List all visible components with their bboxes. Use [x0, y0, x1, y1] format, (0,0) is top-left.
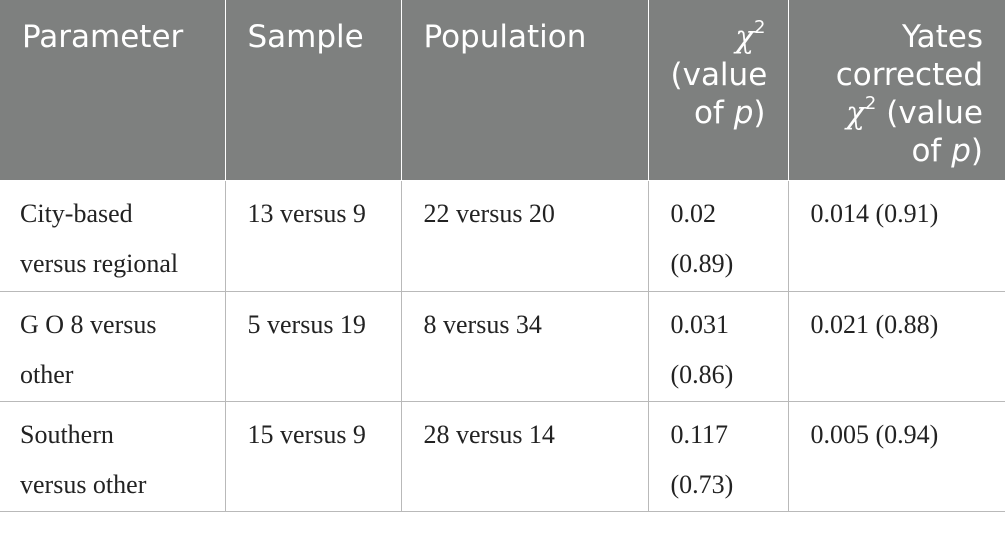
header-chi-square: χ2 (value of p) [648, 0, 789, 181]
parameter-line1: Southern [20, 420, 114, 449]
yates-chi-symbol: χ [846, 95, 865, 131]
parameter-line2: versus other [20, 470, 147, 499]
chi-p-value: (0.73) [670, 470, 734, 499]
cell-yates: 0.005 (0.94) [788, 401, 1005, 512]
table-row: Southern versus other 15 versus 9 28 vers… [0, 401, 1005, 512]
header-sample-label: Sample [247, 19, 364, 55]
parameter-line2: other [20, 360, 74, 389]
chi-value: 0.02 [670, 199, 717, 228]
yates-chi-exponent: 2 [864, 93, 877, 114]
yates-header-line2: corrected [835, 57, 983, 93]
comparison-table: Parameter Sample Population χ2 (value of… [0, 0, 1005, 512]
cell-sample: 5 versus 19 [225, 291, 402, 402]
yates-header-line1: Yates [901, 19, 983, 55]
header-parameter: Parameter [0, 0, 226, 181]
chi-value: 0.031 [670, 310, 730, 339]
cell-parameter: G O 8 versus other [0, 291, 226, 402]
cell-chi-square: 0.031 (0.86) [648, 291, 789, 402]
yates-header-line4-post: ) [970, 133, 983, 169]
chi-value: 0.117 [670, 420, 729, 449]
chi-exponent: 2 [754, 17, 766, 38]
header-row: Parameter Sample Population χ2 (value of… [0, 0, 1005, 181]
header-parameter-label: Parameter [22, 19, 184, 55]
cell-chi-square: 0.02 (0.89) [648, 180, 789, 292]
table-row: G O 8 versus other 5 versus 19 8 versus 3… [0, 291, 1005, 402]
cell-chi-square: 0.117 (0.73) [648, 401, 789, 512]
cell-sample: 15 versus 9 [225, 401, 402, 512]
table-body: City-based versus regional 13 versus 9 22… [0, 180, 1005, 512]
cell-sample: 13 versus 9 [225, 180, 402, 292]
header-population-label: Population [423, 19, 587, 55]
cell-population: 8 versus 34 [401, 291, 649, 402]
cell-parameter: Southern versus other [0, 401, 226, 512]
chi-symbol: χ [735, 19, 755, 55]
yates-header-line3: (value [876, 95, 983, 131]
table-row: City-based versus regional 13 versus 9 22… [0, 180, 1005, 292]
cell-yates: 0.014 (0.91) [788, 180, 1005, 292]
cell-population: 22 versus 20 [401, 180, 649, 292]
chi-header-line3-post: ) [753, 95, 766, 131]
yates-header-line4-pre: of [911, 133, 952, 169]
chi-p-value: (0.89) [670, 249, 734, 278]
chi-p-symbol: p [733, 95, 754, 131]
header-sample: Sample [225, 0, 402, 181]
chi-header-line3-pre: of [693, 95, 734, 131]
parameter-line1: G O 8 versus [20, 310, 157, 339]
cell-yates: 0.021 (0.88) [788, 291, 1005, 402]
cell-population: 28 versus 14 [401, 401, 649, 512]
yates-p-symbol: p [951, 133, 971, 169]
cell-parameter: City-based versus regional [0, 180, 226, 292]
parameter-line2: versus regional [20, 249, 179, 278]
table-header: Parameter Sample Population χ2 (value of… [0, 0, 1005, 181]
header-population: Population [401, 0, 649, 181]
parameter-line1: City-based [20, 199, 133, 228]
chi-p-value: (0.86) [670, 360, 734, 389]
header-yates: Yates corrected χ2 (value of p) [788, 0, 1005, 181]
chi-header-line2: (value [670, 57, 768, 93]
